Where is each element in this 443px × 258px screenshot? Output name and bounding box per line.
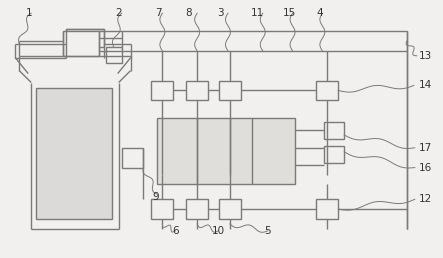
Bar (324, 122, 344, 139)
Bar (66, 29, 104, 47)
Bar (219, 80, 241, 100)
Text: 5: 5 (264, 226, 271, 236)
Bar (122, 31, 407, 51)
Text: 7: 7 (155, 8, 162, 18)
Text: 8: 8 (185, 8, 191, 18)
Text: 6: 6 (172, 226, 179, 236)
Text: 12: 12 (419, 194, 432, 204)
Text: 9: 9 (152, 192, 159, 202)
Bar (122, 148, 144, 168)
Bar (316, 80, 338, 100)
Bar (219, 199, 241, 219)
Bar (324, 146, 344, 163)
Text: 10: 10 (211, 226, 225, 236)
Text: 3: 3 (217, 8, 223, 18)
Bar (186, 199, 208, 219)
Text: 15: 15 (283, 8, 296, 18)
Bar (157, 118, 295, 184)
Bar (63, 31, 99, 56)
Bar (152, 199, 173, 219)
Text: 17: 17 (419, 143, 432, 153)
Bar (152, 80, 173, 100)
Bar (316, 199, 338, 219)
Bar (106, 47, 122, 63)
Text: 16: 16 (419, 163, 432, 173)
Text: 2: 2 (115, 8, 122, 18)
Text: 14: 14 (419, 80, 432, 91)
Text: 4: 4 (316, 8, 323, 18)
Text: 11: 11 (251, 8, 264, 18)
Bar (36, 88, 112, 219)
Text: 1: 1 (26, 8, 32, 18)
Text: 13: 13 (419, 51, 432, 61)
Bar (186, 80, 208, 100)
